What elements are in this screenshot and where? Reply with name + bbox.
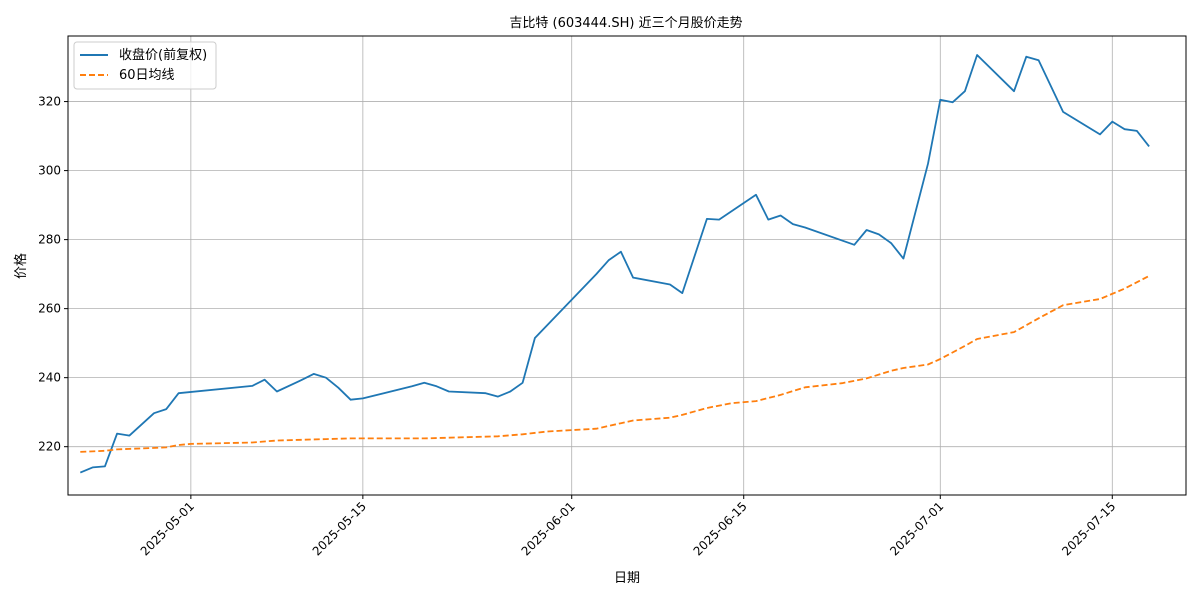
x-axis-ticks: 2025-05-01 2025-05-15 2025-06-01 2025-06-15… bbox=[138, 495, 1118, 558]
y-tick-label: 280 bbox=[38, 233, 61, 247]
y-axis-label: 价格 bbox=[13, 253, 29, 279]
y-tick-label: 260 bbox=[38, 302, 61, 316]
y-tick-label: 240 bbox=[38, 371, 61, 385]
legend-box bbox=[73, 41, 217, 90]
y-axis-ticks: 220 240 260 280 300 320 bbox=[38, 95, 68, 454]
x-tick-label: 2025-07-01 bbox=[887, 499, 946, 558]
legend: 收盘价(前复权) 60日均线 bbox=[73, 41, 217, 90]
x-tick-label: 2025-05-15 bbox=[310, 499, 369, 558]
y-tick-label: 320 bbox=[38, 95, 61, 109]
legend-label-close: 收盘价(前复权) bbox=[119, 47, 207, 63]
series-line-0 bbox=[79, 54, 1150, 474]
x-tick-label: 2025-05-01 bbox=[138, 499, 197, 558]
x-tick-label: 2025-07-15 bbox=[1059, 499, 1118, 558]
plot-area bbox=[79, 54, 1150, 474]
legend-label-ma60: 60日均线 bbox=[119, 68, 175, 83]
y-tick-label: 220 bbox=[38, 440, 61, 454]
x-tick-label: 2025-06-01 bbox=[519, 499, 578, 558]
x-axis-label: 日期 bbox=[614, 571, 640, 586]
plot-frame bbox=[67, 35, 1187, 496]
y-tick-label: 300 bbox=[38, 164, 61, 178]
x-tick-label: 2025-06-15 bbox=[691, 499, 750, 558]
series-line-1 bbox=[80, 275, 1150, 453]
chart-title: 吉比特 (603444.SH) 近三个月股价走势 bbox=[509, 15, 742, 31]
grid-lines bbox=[68, 36, 1186, 495]
